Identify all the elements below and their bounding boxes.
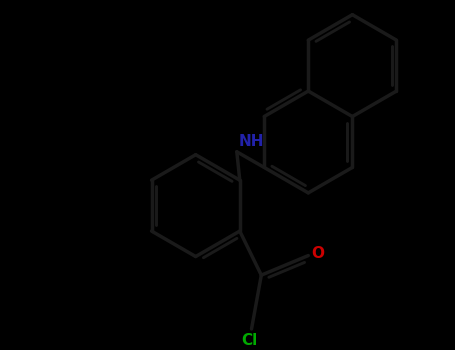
Text: O: O — [311, 246, 324, 261]
Text: NH: NH — [239, 134, 264, 149]
Text: Cl: Cl — [242, 333, 258, 348]
